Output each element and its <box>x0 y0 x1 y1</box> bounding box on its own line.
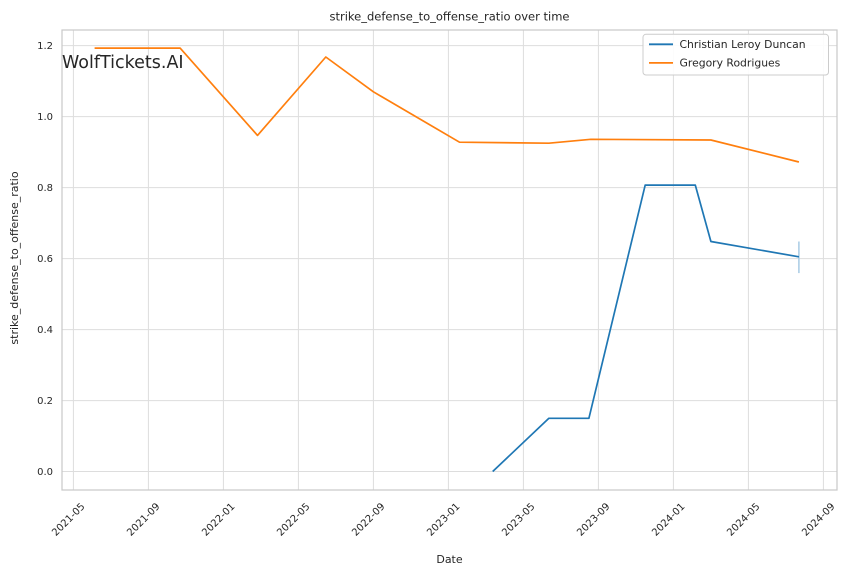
series-line-christian-leroy-duncan <box>492 184 800 473</box>
plot-border <box>61 29 838 491</box>
x-tick-label: 2022-09 <box>350 501 387 538</box>
grid-layer <box>61 29 838 491</box>
series-layer <box>94 47 800 473</box>
y-axis-label: strike_defense_to_offense_ratio <box>8 171 21 344</box>
x-tick-label: 2024-05 <box>725 501 762 538</box>
x-tick-label: 2021-09 <box>125 501 162 538</box>
legend-label-gregory-rodrigues: Gregory Rodrigues <box>680 57 781 70</box>
x-tick-label: 2022-05 <box>275 501 312 538</box>
legend-label-christian-leroy-duncan: Christian Leroy Duncan <box>680 38 806 51</box>
y-tick-label: 0.8 <box>37 183 53 194</box>
y-tick-label: 0.2 <box>37 396 53 407</box>
y-tick-label: 0.4 <box>37 325 53 336</box>
chart-title: strike_defense_to_offense_ratio over tim… <box>330 10 570 24</box>
x-tick-label: 2024-09 <box>800 501 837 538</box>
x-tick-label: 2022-01 <box>200 501 237 538</box>
x-axis-label: Date <box>436 553 463 566</box>
y-tick-label: 0.6 <box>37 254 53 265</box>
legend: Christian Leroy Duncan Gregory Rodrigues <box>642 33 829 76</box>
y-tick-label: 1.2 <box>37 41 53 52</box>
y-tick-label: 1.0 <box>37 112 53 123</box>
tick-labels-layer: 0.0 0.2 0.4 0.6 0.8 1.0 1.2 2021-05 2021-09 2022-… <box>37 41 837 539</box>
x-tick-label: 2023-01 <box>425 501 462 538</box>
x-tick-label: 2024-01 <box>650 501 687 538</box>
x-tick-label: 2021-05 <box>50 501 87 538</box>
y-tick-label: 0.0 <box>37 467 53 478</box>
series-line-gregory-rodrigues <box>94 47 800 163</box>
legend-box <box>642 33 829 76</box>
watermark: WolfTickets.AI <box>62 53 184 73</box>
x-tick-label: 2023-09 <box>575 501 612 538</box>
x-tick-label: 2023-05 <box>500 501 537 538</box>
